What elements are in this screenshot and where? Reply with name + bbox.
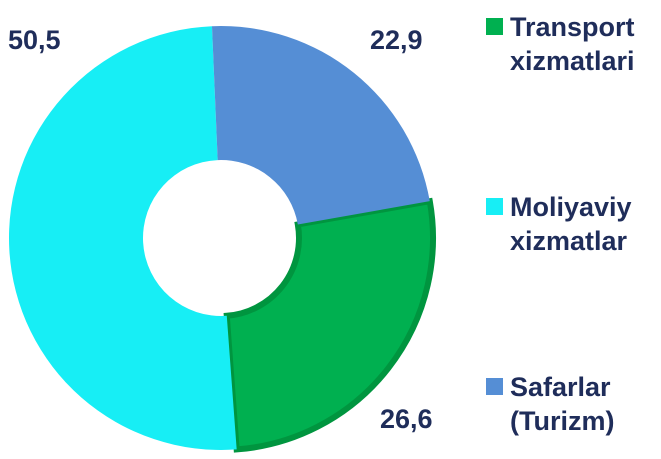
legend-label: Safarlar (Turizm) [510, 372, 615, 436]
donut-segment [211, 26, 430, 225]
legend-swatch [486, 18, 503, 35]
donut-segment [223, 197, 436, 453]
legend-item: Transport xizmatlari [486, 10, 656, 78]
donut-segment [8, 26, 237, 451]
data-label: 50,5 [8, 25, 61, 55]
legend-swatch [486, 378, 503, 395]
data-label: 22,9 [370, 25, 423, 55]
legend-item: Safarlar (Turizm) [486, 370, 656, 438]
legend-label: Moliyaviy xizmatlar [510, 192, 632, 256]
legend-label: Transport xizmatlari [510, 12, 635, 76]
data-label: 26,6 [380, 404, 433, 434]
legend-swatch [486, 198, 503, 215]
legend-item: Moliyaviy xizmatlar [486, 190, 656, 258]
